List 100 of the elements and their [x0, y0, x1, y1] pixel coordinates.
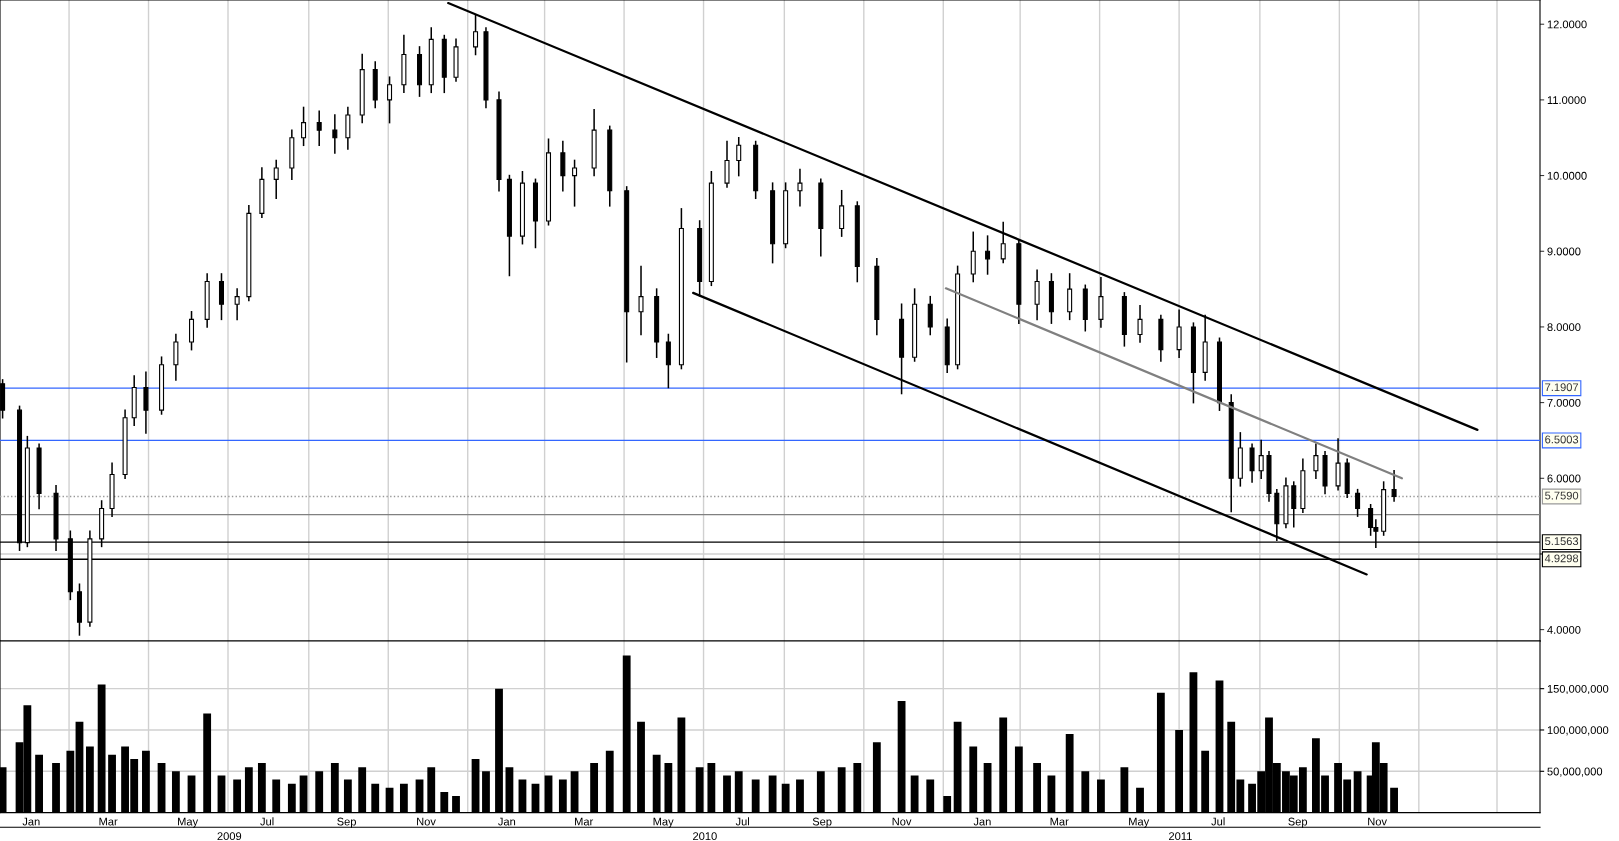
bar: [969, 746, 978, 813]
bar: [315, 771, 324, 813]
bar: [1097, 779, 1105, 813]
x-tick-label: Jan: [22, 817, 40, 826]
y-tick-label: 7.0000: [1547, 398, 1581, 407]
bar: [35, 754, 43, 813]
candlestick: [1098, 276, 1104, 328]
x2-tick-label: 2009: [217, 832, 242, 841]
bar: [816, 771, 825, 813]
y-tick-label: 8.0000: [1547, 323, 1581, 332]
x-tick-label: Jul: [735, 817, 749, 826]
candlestick: [1291, 481, 1297, 528]
bar: [1014, 746, 1023, 813]
bar: [605, 750, 614, 813]
candlestick: [189, 311, 195, 351]
x-tick-label: Jul: [1211, 817, 1225, 826]
bar: [872, 742, 881, 813]
bar: [203, 713, 212, 813]
bar: [52, 763, 60, 813]
candlestick: [1313, 443, 1319, 480]
bar: [943, 796, 952, 813]
candlestick: [1335, 438, 1341, 491]
bar: [358, 767, 367, 813]
x-tick-label: May: [1129, 817, 1150, 828]
x-tick-label: May: [653, 817, 674, 828]
candlestick: [970, 231, 976, 283]
y-tick-label: 12.0000: [1547, 20, 1587, 29]
bar: [85, 746, 94, 813]
bar: [233, 779, 242, 813]
candlestick: [1368, 504, 1374, 536]
ref-line-label: 5.1563: [1545, 537, 1579, 546]
y-tick-label: 6.0000: [1547, 474, 1581, 483]
bar: [695, 767, 704, 813]
candlestick: [316, 110, 322, 147]
y-tick-label: 10.0000: [1547, 171, 1587, 180]
y-tick-label: 50,000,000: [1547, 767, 1603, 777]
candlestick: [1355, 488, 1361, 517]
bar: [1081, 771, 1090, 813]
candlestick: [724, 140, 730, 188]
bar: [287, 783, 296, 813]
candlestick: [638, 265, 644, 336]
bar: [244, 767, 253, 813]
bar: [142, 750, 150, 813]
candlestick: [218, 273, 224, 321]
bar: [723, 775, 731, 813]
candlestick: [1067, 273, 1073, 321]
candlestick: [839, 189, 845, 237]
candlestick: [1391, 469, 1397, 502]
bar: [66, 750, 75, 813]
ref-line-label: 6.5003: [1545, 435, 1579, 444]
ref-line-label: 4.9298: [1544, 554, 1579, 563]
bar: [558, 779, 567, 813]
bar: [751, 779, 760, 813]
x-tick-label: Jan: [498, 817, 516, 826]
x-tick-label: Sep: [1288, 817, 1308, 828]
candlestick: [301, 106, 307, 147]
x-tick-label: Jan: [973, 817, 991, 826]
candlestick: [332, 114, 338, 154]
bar: [272, 779, 281, 813]
x-tick-label: Mar: [575, 817, 594, 826]
bar: [837, 767, 846, 813]
x-tick-label: Nov: [417, 817, 436, 826]
bar: [399, 783, 408, 813]
x-tick-label: Mar: [99, 817, 118, 826]
candlestick: [473, 14, 479, 56]
candlestick: [665, 333, 671, 389]
bar: [452, 796, 460, 813]
bar: [330, 763, 339, 813]
candlestick: [985, 235, 991, 275]
bar: [1390, 787, 1398, 813]
bar: [1175, 729, 1184, 813]
bar: [707, 763, 716, 813]
candlestick: [345, 106, 351, 150]
candlestick: [143, 371, 149, 434]
x-tick-label: Mar: [1050, 817, 1069, 826]
bar: [999, 717, 1008, 813]
bar: [664, 763, 673, 813]
bar: [1033, 763, 1041, 813]
bar: [482, 771, 490, 813]
bar: [781, 783, 790, 813]
bar: [440, 791, 449, 813]
candlestick: [560, 140, 566, 192]
bar: [171, 771, 180, 813]
bar: [257, 763, 266, 813]
candlestick: [234, 288, 240, 321]
candlestick: [1249, 443, 1255, 483]
bar: [734, 771, 743, 813]
candlestick: [1176, 309, 1182, 358]
bar: [622, 655, 631, 813]
bar: [1156, 692, 1165, 813]
bar: [97, 684, 106, 813]
candlestick: [1034, 269, 1040, 321]
bar: [1201, 750, 1210, 813]
bar: [371, 783, 380, 813]
bar: [1065, 734, 1074, 813]
candlestick: [273, 159, 279, 200]
candlestick: [1258, 439, 1264, 480]
ref-line-label: 5.7590: [1545, 491, 1579, 500]
candlestick: [736, 136, 742, 177]
candlestick: [173, 333, 179, 381]
